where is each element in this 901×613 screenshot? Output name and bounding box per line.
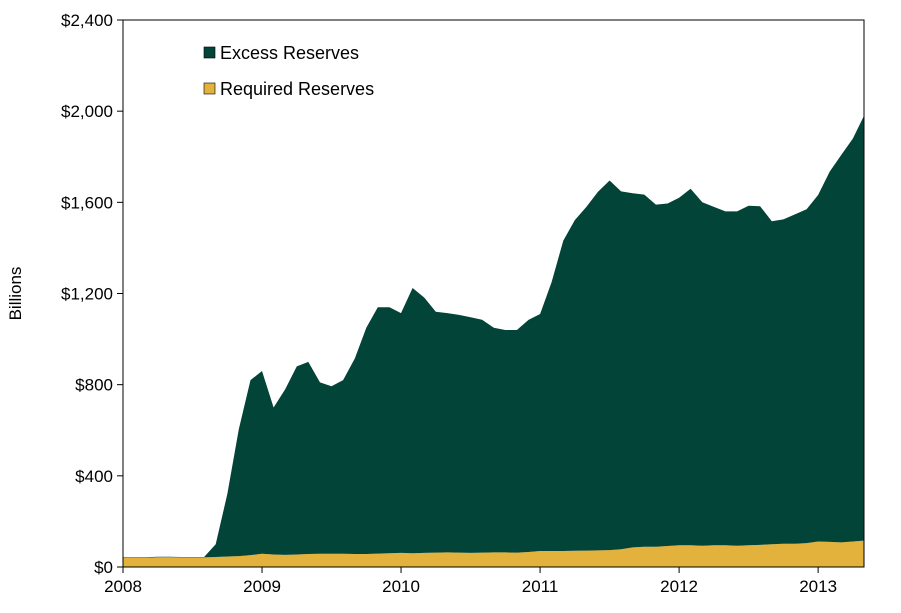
- x-axis: 2008 2009 2010 2011 2012 2013: [104, 567, 837, 596]
- y-axis-title: Billions: [6, 267, 25, 321]
- y-tick-label: $1,200: [61, 285, 113, 304]
- x-tick-label: 2008: [104, 577, 142, 596]
- area-excess-reserves: [123, 115, 864, 558]
- y-tick-label: $2,400: [61, 11, 113, 30]
- y-tick-label: $2,000: [61, 102, 113, 121]
- y-tick-label: $0: [94, 558, 113, 577]
- plot-areas: [123, 115, 864, 567]
- x-tick-label: 2010: [382, 577, 420, 596]
- y-tick-label: $400: [75, 467, 113, 486]
- x-tick-label: 2011: [522, 577, 559, 596]
- x-tick-label: 2012: [660, 577, 698, 596]
- legend-swatch-required-reserves: [203, 82, 216, 95]
- legend-label-excess-reserves: Excess Reserves: [220, 43, 359, 63]
- y-axis: $0 $400 $800 $1,200 $1,600 $2,000 $2,400: [61, 11, 123, 577]
- legend-label-required-reserves: Required Reserves: [220, 79, 374, 99]
- legend-swatch-excess-reserves: [203, 46, 216, 59]
- legend: Excess Reserves Required Reserves: [203, 43, 374, 99]
- area-required-reserves: [123, 540, 864, 567]
- y-tick-label: $800: [75, 376, 113, 395]
- y-tick-label: $1,600: [61, 193, 113, 212]
- x-tick-label: 2009: [243, 577, 281, 596]
- x-tick-label: 2013: [799, 577, 837, 596]
